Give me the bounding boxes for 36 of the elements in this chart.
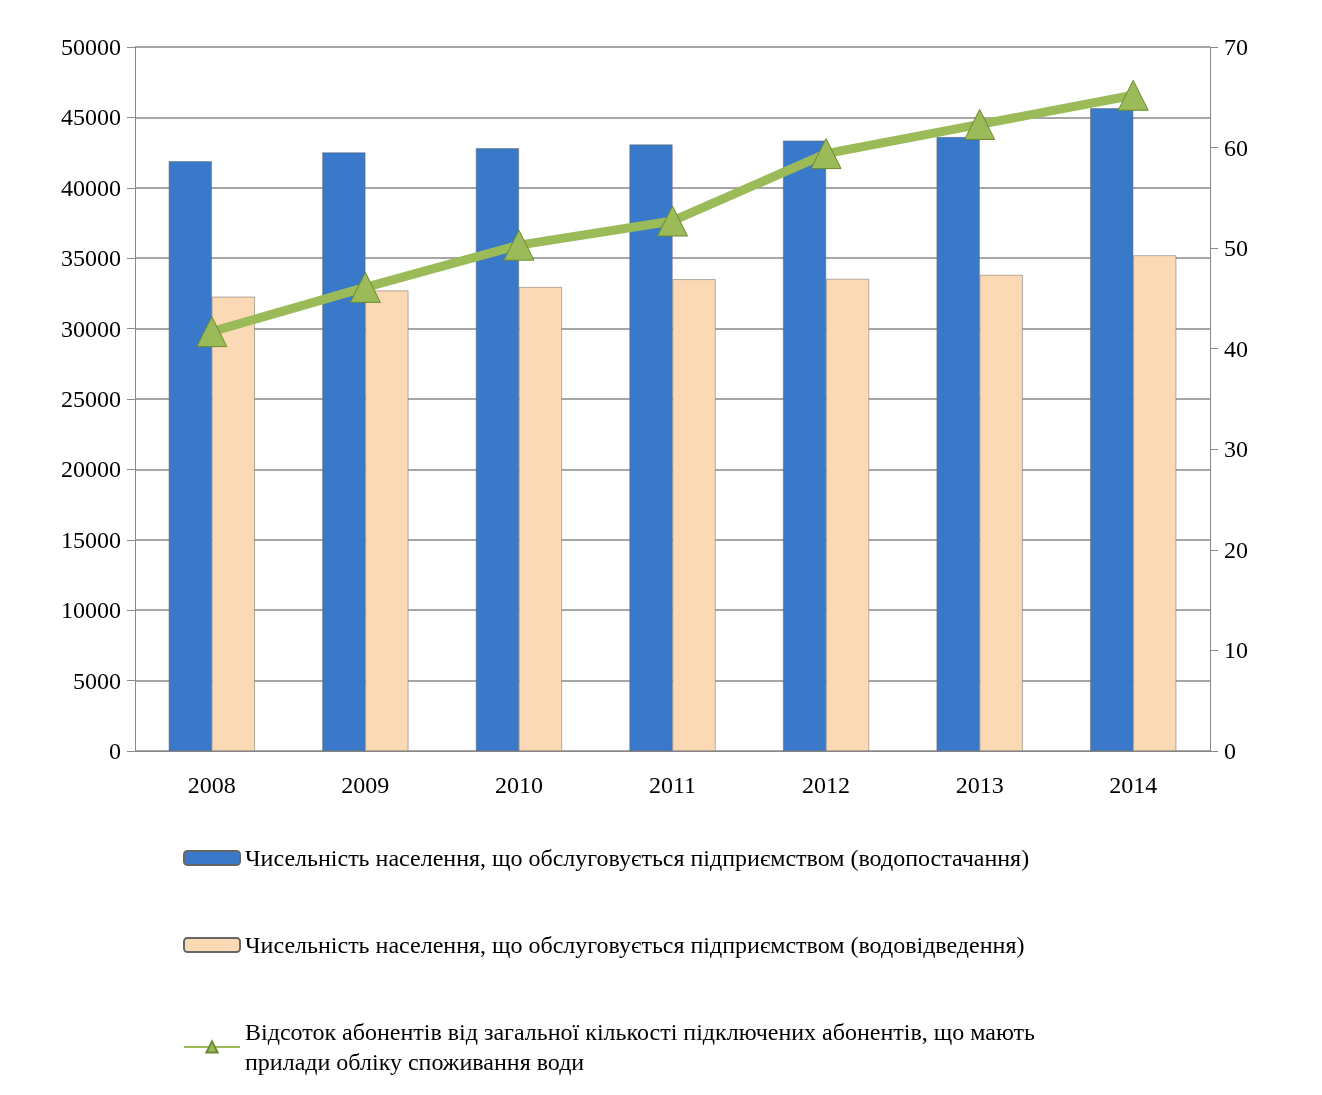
y-tick-label: 50000: [61, 34, 121, 60]
x-tick-label: 2008: [187, 772, 236, 798]
point: [196, 316, 228, 348]
point: [657, 205, 688, 237]
y-tick-label: 20000: [61, 456, 121, 483]
y-tick-label: 45000: [61, 104, 121, 131]
y2-tick-label: 20: [1224, 536, 1248, 563]
point: [1117, 79, 1149, 111]
y2-tick-label: 70: [1224, 34, 1248, 60]
y2-tick-label: 0: [1224, 738, 1236, 764]
y-tick-label: 25000: [61, 386, 121, 412]
point: [964, 108, 996, 140]
x-tick-label: 2009: [341, 772, 390, 798]
x-tick-label: 2012: [802, 772, 851, 798]
y-tick-label: 15000: [61, 526, 121, 553]
y-tick-label: 35000: [61, 245, 121, 272]
y2-tick-label: 50: [1224, 235, 1248, 262]
x-tick-label: 2011: [648, 772, 697, 798]
point: [503, 229, 535, 261]
point: [810, 138, 842, 170]
y2-tick-label: 40: [1224, 335, 1248, 362]
y-tick-label: 30000: [61, 315, 121, 342]
y-tick-label: 5000: [73, 667, 121, 694]
legend-label: Чисельність населення, що обслуговується підприємством (водовідведення): [245, 932, 1025, 958]
y2-tick-label: 30: [1224, 436, 1248, 463]
y2-tick-label: 60: [1224, 134, 1248, 161]
x-tick-label: 2010: [494, 772, 543, 798]
point: [349, 271, 381, 303]
y-tick-label: 10000: [61, 597, 121, 624]
x-tick-label: 2013: [955, 772, 1004, 798]
y-tick-label: 0: [109, 738, 121, 764]
y-tick-label: 40000: [61, 174, 121, 201]
y2-tick-label: 10: [1224, 637, 1248, 664]
legend-label: Чисельність населення, що обслуговується підприємством (водопостачання): [245, 845, 1030, 871]
legend-label: Відсоток абонентів від загальної кількості підключених абонентів, що мають прилади обліку споживання води: [245, 1019, 1036, 1075]
x-tick-label: 2014: [1109, 772, 1158, 798]
